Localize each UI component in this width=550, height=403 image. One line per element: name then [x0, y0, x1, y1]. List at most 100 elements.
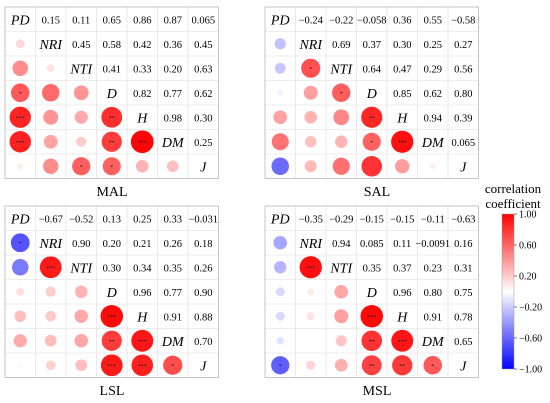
- coefficient-label: 0.065: [451, 138, 475, 149]
- significance-stars: *: [309, 67, 312, 73]
- correlation-circle: [46, 64, 55, 73]
- coefficient-label: 0.13: [103, 214, 121, 225]
- significance-stars: ***: [367, 315, 376, 321]
- significance-stars: ***: [398, 339, 407, 345]
- coefficient-label: 0.64: [363, 64, 382, 75]
- coefficient-label: 0.80: [424, 288, 442, 299]
- coefficient-label: 0.90: [72, 239, 90, 250]
- variable-label: NTI: [69, 62, 93, 77]
- variable-label: H: [396, 310, 408, 325]
- significance-stars: *: [171, 364, 174, 370]
- coefficient-label: 0.58: [103, 40, 121, 51]
- correlation-circle: [74, 309, 88, 323]
- variable-label: D: [106, 87, 117, 102]
- correlation-circle: [45, 286, 56, 297]
- coefficient-label: 0.94: [424, 113, 443, 124]
- correlation-circle: [274, 38, 286, 50]
- coefficient-label: 0.21: [133, 239, 151, 250]
- significance-stars: ***: [138, 364, 147, 370]
- variable-label: PD: [270, 13, 290, 28]
- correlation-circle: [276, 336, 285, 345]
- coefficient-label: 0.30: [194, 113, 212, 124]
- variable-label: J: [460, 359, 467, 374]
- coefficient-label: 0.30: [393, 40, 411, 51]
- correlation-circle: [305, 136, 317, 148]
- correlation-circle: [18, 363, 23, 368]
- coefficient-label: 0.63: [194, 64, 212, 75]
- coefficient-label: 0.45: [194, 40, 212, 51]
- coefficient-label: −0.031: [188, 214, 218, 225]
- correlation-circle: [308, 338, 313, 343]
- panel-border: [264, 205, 479, 378]
- correlation-circle: [361, 330, 383, 352]
- heatmap-panel-mal: MAL PD NRI NTI D H DM J 0.15 0.11 0.65 0.86 0.87 0.0…: [4, 6, 219, 200]
- correlation-circle: [39, 256, 62, 279]
- variable-label: NTI: [69, 261, 93, 276]
- coefficient-label: 0.36: [393, 15, 411, 26]
- coefficient-label: 0.18: [194, 239, 212, 250]
- correlation-circle: [301, 58, 321, 78]
- coefficient-label: 0.62: [424, 89, 442, 100]
- coefficient-label: 0.87: [164, 15, 182, 26]
- coefficient-label: 0.77: [164, 288, 182, 299]
- variable-label: NRI: [38, 237, 63, 252]
- coefficient-label: 0.45: [72, 40, 90, 51]
- coefficient-label: 0.31: [454, 263, 472, 274]
- coefficient-label: 0.085: [360, 239, 384, 250]
- legend-title-line2: coefficient: [485, 196, 541, 211]
- correlation-circle: [16, 287, 25, 296]
- variable-label: PD: [10, 212, 30, 227]
- panel-border: [4, 205, 219, 378]
- variable-label: DM: [421, 335, 445, 350]
- correlation-circle: [17, 163, 24, 170]
- coefficient-label: 0.91: [424, 312, 442, 323]
- variable-label: J: [200, 160, 207, 175]
- colorbar: [501, 213, 515, 370]
- coefficient-label: 0.11: [393, 239, 411, 250]
- correlation-circle: [76, 136, 87, 147]
- coefficient-label: 0.29: [424, 64, 442, 75]
- correlation-circle: [45, 360, 56, 371]
- significance-stars: ***: [107, 315, 116, 321]
- variable-label: DM: [161, 136, 185, 151]
- correlation-circle: [135, 159, 149, 173]
- significance-stars: *: [431, 364, 434, 370]
- correlation-circle: [392, 355, 413, 376]
- correlation-circle: [361, 106, 383, 128]
- significance-stars: **: [109, 116, 115, 122]
- coefficient-label: 0.35: [363, 263, 381, 274]
- heatmap-panel-msl: MSL PD NRI NTI D H DM J −0.35 −0.29 −0.15 −0.15 −0.…: [264, 205, 479, 399]
- coefficient-label: 0.91: [164, 312, 182, 323]
- coefficient-label: 0.70: [194, 337, 212, 348]
- coefficient-label: 0.41: [103, 64, 121, 75]
- correlation-circle: [332, 83, 351, 102]
- correlation-circle: [274, 261, 287, 274]
- coefficient-label: 0.82: [133, 89, 151, 100]
- heatmap-panel-sal: SAL PD NRI NTI D H DM J −0.24 −0.22 −0.058 0.36 0.5…: [264, 6, 479, 200]
- significance-stars: *: [340, 91, 343, 97]
- coefficient-label: 0.96: [393, 288, 411, 299]
- correlation-circle: [101, 106, 123, 128]
- panel-title-msl: MSL: [363, 384, 392, 399]
- coefficient-label: 0.37: [363, 40, 381, 51]
- variable-label: PD: [10, 13, 30, 28]
- correlation-circle: [303, 85, 318, 100]
- coefficient-label: 0.26: [164, 239, 182, 250]
- correlation-circle: [274, 62, 286, 74]
- significance-stars: *: [370, 140, 373, 146]
- correlation-circle: [75, 359, 88, 372]
- correlation-circle: [299, 256, 322, 279]
- correlation-circle: [271, 157, 290, 176]
- coefficient-label: 0.86: [133, 15, 151, 26]
- significance-stars: *: [19, 241, 22, 247]
- correlation-circle: [44, 334, 57, 347]
- correlation-circle: [334, 358, 348, 372]
- significance-stars: ***: [138, 339, 147, 345]
- panel-title-mal: MAL: [96, 185, 127, 200]
- coefficient-label: −0.35: [299, 214, 323, 225]
- correlation-circle: [74, 333, 89, 348]
- correlation-circle: [41, 83, 60, 102]
- coefficient-label: 0.98: [164, 113, 182, 124]
- correlation-circle: [361, 155, 383, 177]
